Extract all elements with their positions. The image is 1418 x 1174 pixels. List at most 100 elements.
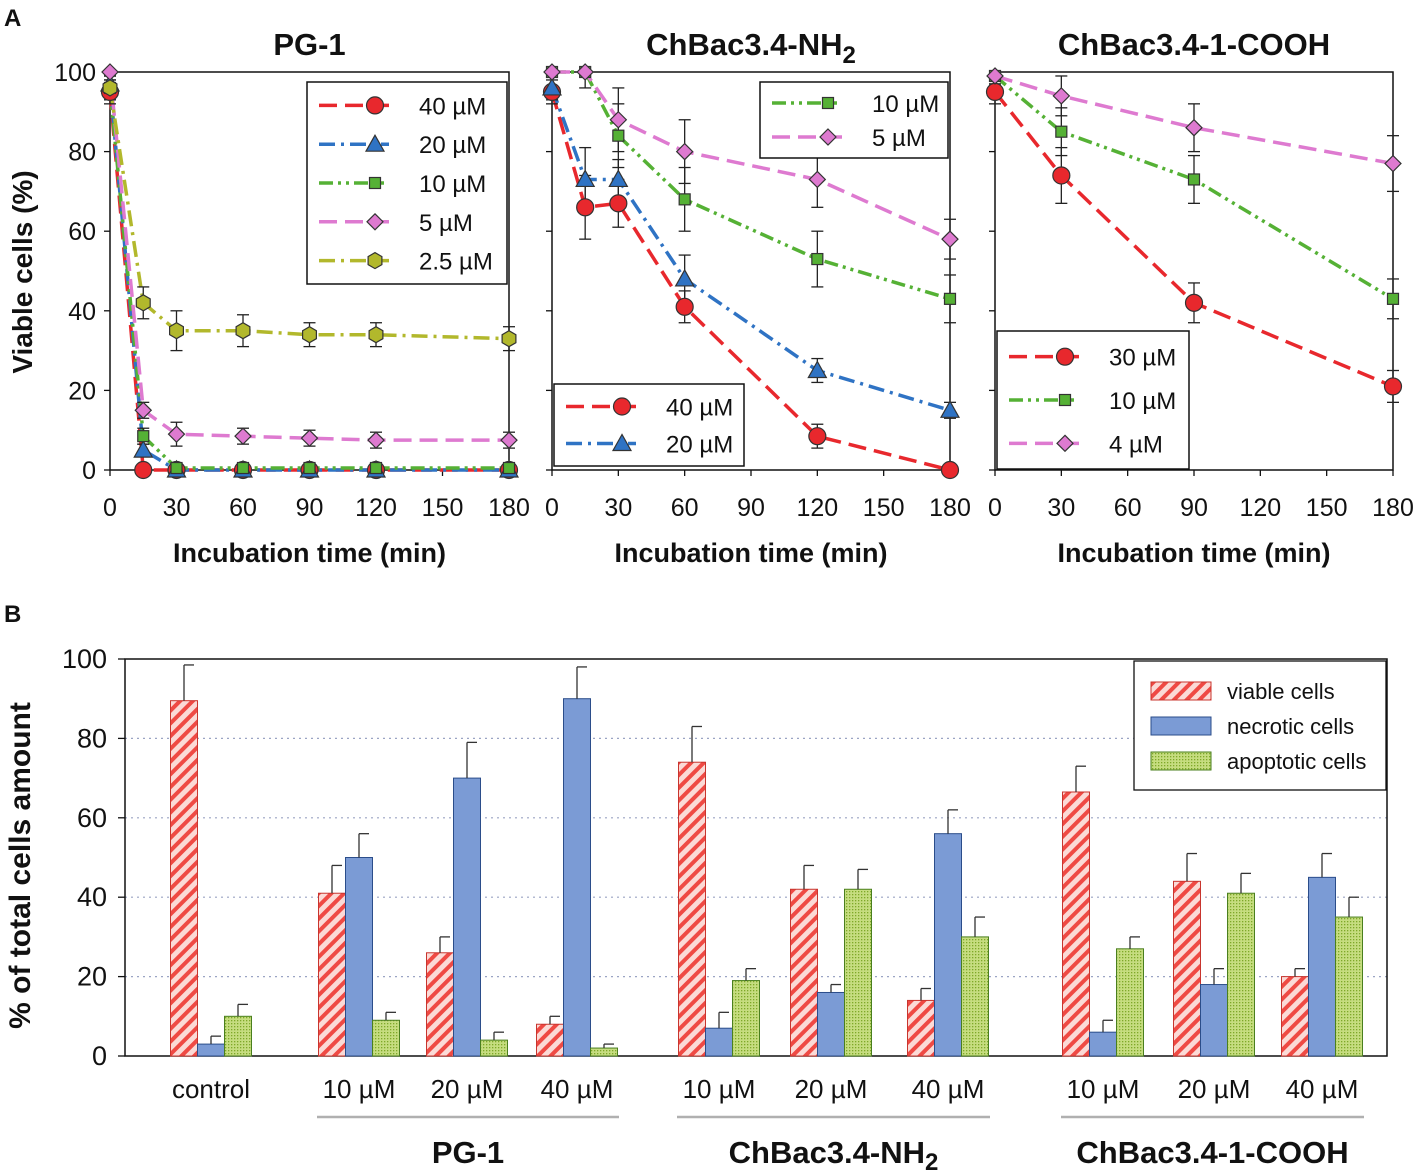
- x-tick-label: 60: [229, 494, 257, 522]
- series-line: [993, 74, 1394, 301]
- x-tick-label: 0: [988, 494, 1002, 522]
- marker-circle: [612, 397, 632, 416]
- marker-square: [612, 129, 625, 142]
- chart-title: PG-1: [273, 27, 345, 62]
- bar: [844, 888, 872, 1057]
- chart-title: ChBac3.4-1-COOH: [1058, 27, 1330, 62]
- marker-diamond: [1052, 87, 1071, 105]
- marker-triangle: [611, 433, 633, 452]
- marker-diamond: [675, 142, 694, 161]
- marker-circle: [808, 427, 827, 446]
- series-line: [550, 91, 951, 472]
- y-tick-label: 60: [68, 218, 96, 246]
- marker-circle: [1383, 377, 1403, 396]
- marker-circle: [365, 96, 385, 115]
- legend-swatch: [1150, 716, 1212, 736]
- bar: [1281, 976, 1309, 1057]
- legend-swatch: [1150, 681, 1212, 701]
- marker-diamond: [1384, 154, 1402, 173]
- y-tick-label: 20: [68, 377, 96, 405]
- marker-square: [369, 461, 383, 475]
- legend-label: necrotic cells: [1227, 714, 1354, 739]
- marker-triangle: [608, 169, 629, 188]
- bar: [732, 980, 760, 1057]
- bar: [563, 698, 591, 1057]
- x-tick-label: 120: [1239, 494, 1281, 522]
- x-tick-label: 180: [929, 494, 971, 522]
- x-axis-label: Incubation time (min): [615, 538, 888, 568]
- y-tick-label: 40: [77, 882, 107, 912]
- bar: [197, 1043, 225, 1057]
- bar: [1335, 916, 1363, 1057]
- marker-diamond: [1185, 118, 1203, 137]
- series-line: [550, 87, 951, 412]
- category-label: 10 µM: [683, 1074, 756, 1104]
- y-tick-label: 80: [77, 723, 107, 753]
- bar: [934, 833, 962, 1057]
- y-tick-label: 100: [54, 59, 96, 87]
- marker-square: [137, 430, 150, 443]
- marker-hexagon: [501, 330, 517, 348]
- marker-circle: [940, 460, 960, 480]
- x-axis-label: Incubation time (min): [1058, 538, 1331, 568]
- legend-label: 5 µM: [872, 125, 926, 152]
- marker-circle: [985, 82, 1005, 102]
- marker-hexagon: [367, 251, 383, 270]
- marker-square: [678, 193, 691, 206]
- marker-triangle: [575, 169, 596, 188]
- bar: [790, 888, 818, 1057]
- group-label: ChBac3.4-1-COOH: [1076, 1135, 1348, 1170]
- x-tick-label: 90: [296, 494, 324, 522]
- bar: [961, 936, 989, 1057]
- marker-triangle: [133, 439, 154, 458]
- marker-triangle: [541, 77, 563, 96]
- marker-diamond: [366, 212, 384, 231]
- category-label: 10 µM: [323, 1074, 396, 1104]
- panel-label-a: A: [4, 5, 21, 32]
- bar: [590, 1047, 618, 1057]
- bar: [817, 991, 845, 1057]
- chart-title-subscript: 2: [843, 42, 856, 69]
- category-label: 40 µM: [541, 1074, 614, 1104]
- marker-diamond: [367, 431, 385, 449]
- legend: 40 µM 20 µM: [553, 383, 745, 467]
- bar: [1062, 791, 1090, 1057]
- y-tick-label: 0: [82, 457, 96, 485]
- marker-hexagon: [368, 326, 384, 344]
- marker-diamond: [543, 63, 561, 81]
- x-tick-label: 150: [863, 494, 905, 522]
- marker-diamond: [941, 230, 959, 249]
- marker-diamond: [101, 63, 119, 81]
- marker-diamond: [986, 67, 1004, 85]
- y-tick-label: 60: [77, 803, 107, 833]
- marker-circle: [1052, 166, 1071, 185]
- legend-label: 30 µM: [1109, 345, 1176, 372]
- legend: 40 µM 20 µM 10 µM 5 µM 2.5 µM: [306, 81, 508, 285]
- bar: [907, 999, 935, 1057]
- bar: [1089, 1031, 1117, 1057]
- legend-label: 20 µM: [419, 132, 486, 159]
- x-tick-label: 0: [545, 494, 559, 522]
- x-tick-label: 180: [1372, 494, 1414, 522]
- marker-hexagon: [135, 294, 151, 312]
- y-axis-label: % of total cells amount: [4, 702, 37, 1029]
- bar: [536, 1023, 564, 1057]
- x-tick-label: 90: [737, 494, 765, 522]
- line-chart-3: ChBac3.4-1-COOH 0 30 60 90 120 150 180 Incubatio…: [985, 27, 1414, 568]
- marker-hexagon: [102, 79, 118, 97]
- marker-square: [1058, 393, 1072, 407]
- marker-hexagon: [235, 322, 251, 340]
- x-tick-label: 150: [1306, 494, 1348, 522]
- category-label: 40 µM: [1286, 1074, 1359, 1104]
- y-tick-label: 80: [68, 139, 96, 167]
- legend-label: 2.5 µM: [419, 249, 493, 276]
- bar: [453, 777, 481, 1057]
- category-label: 10 µM: [1067, 1074, 1140, 1104]
- marker-diamond: [500, 431, 518, 449]
- line-chart-1: PG-1 0 20 40 60 80 100 0 30 60 90 120 150 180 Incubati…: [54, 27, 530, 568]
- x-tick-label: 30: [163, 494, 191, 522]
- bar: [1308, 876, 1336, 1057]
- series-line: [994, 74, 1394, 166]
- legend-swatch: [1150, 751, 1212, 771]
